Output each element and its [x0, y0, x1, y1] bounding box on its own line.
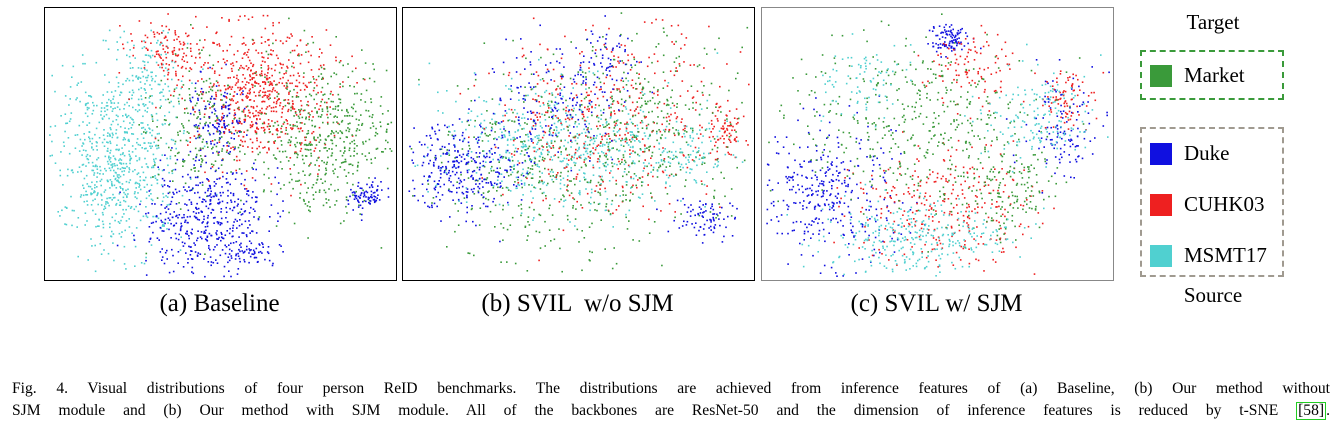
caption-line-1: Fig. 4. Visual distributions of four per…: [12, 380, 1330, 397]
point-cloud-market: [206, 17, 393, 249]
legend-source-box: Duke CUHK03 MSMT17: [1140, 127, 1284, 277]
point-cloud-msmt: [820, 33, 912, 128]
legend-entry-duke: Duke: [1150, 141, 1230, 166]
subcaption-b: (b) SVIL w/o SJM: [481, 290, 674, 317]
point-cloud-msmt: [105, 29, 183, 139]
legend-entry-cuhk03: CUHK03: [1150, 192, 1265, 217]
point-cloud-msmt: [964, 43, 1109, 210]
legend-label-msmt17: MSMT17: [1184, 243, 1267, 267]
point-cloud-duke: [555, 15, 642, 95]
point-cloud-duke: [189, 63, 257, 174]
point-cloud-duke: [431, 24, 654, 164]
legend-swatch-duke: [1150, 142, 1172, 165]
tsne-scatter-svil-with-sjm: [766, 13, 1110, 277]
point-cloud-duke: [927, 23, 982, 58]
tsne-plot-baseline: [44, 7, 397, 281]
point-cloud-market: [927, 111, 1085, 253]
point-cloud-market: [494, 12, 749, 273]
legend-entry-market: Market: [1150, 63, 1245, 88]
point-cloud-cuhk: [128, 14, 366, 197]
legend-source-title: Source: [1183, 283, 1243, 307]
legend-label-duke: Duke: [1184, 141, 1230, 165]
point-cloud-msmt: [49, 29, 218, 273]
tsne-scatter-svil-without-sjm: [408, 12, 750, 273]
legend-label-market: Market: [1184, 63, 1245, 87]
legend-swatch-market: [1150, 64, 1172, 87]
legend-swatch-msmt17: [1150, 244, 1172, 267]
subcaption-c: (c) SVIL w/ SJM: [850, 290, 1023, 317]
tsne-scatter-baseline: [49, 13, 393, 278]
citation-link[interactable]: [58]: [1296, 402, 1327, 420]
figure-caption: Fig. 4. Visual distributions of four per…: [12, 378, 1330, 422]
legend-target-box: Market: [1140, 50, 1284, 100]
point-cloud-duke: [408, 118, 573, 243]
point-cloud-cuhk: [917, 24, 1014, 120]
caption-line-2: SJM module and (b) Our method with SJM m…: [12, 400, 1330, 422]
point-cloud-cuhk: [710, 99, 749, 156]
legend-label-cuhk03: CUHK03: [1184, 192, 1265, 216]
point-cloud-cuhk: [118, 13, 218, 82]
caption-line-2-text: SJM module and (b) Our method with SJM m…: [12, 402, 1297, 419]
point-cloud-duke: [766, 95, 926, 277]
point-cloud-msmt: [414, 52, 744, 228]
legend-target-title: Target: [1186, 10, 1240, 34]
point-cloud-msmt: [786, 183, 1037, 277]
point-cloud-market: [768, 13, 1081, 229]
point-cloud-cuhk: [833, 131, 1055, 275]
point-cloud-cuhk: [1022, 70, 1105, 131]
point-cloud-market: [410, 42, 703, 272]
subcaption-a: (a) Baseline: [159, 290, 280, 317]
point-cloud-duke: [347, 177, 390, 221]
caption-line-2-end: .: [1326, 402, 1330, 419]
point-cloud-duke: [190, 240, 284, 268]
point-cloud-market: [138, 24, 280, 255]
point-cloud-duke: [656, 197, 738, 244]
legend-swatch-cuhk03: [1150, 193, 1172, 216]
tsne-plot-svil-with-sjm: [761, 7, 1114, 281]
legend-entry-msmt17: MSMT17: [1150, 243, 1267, 268]
point-cloud-msmt: [628, 127, 739, 184]
point-cloud-cuhk: [459, 17, 750, 262]
tsne-plot-svil-without-sjm: [402, 7, 755, 281]
